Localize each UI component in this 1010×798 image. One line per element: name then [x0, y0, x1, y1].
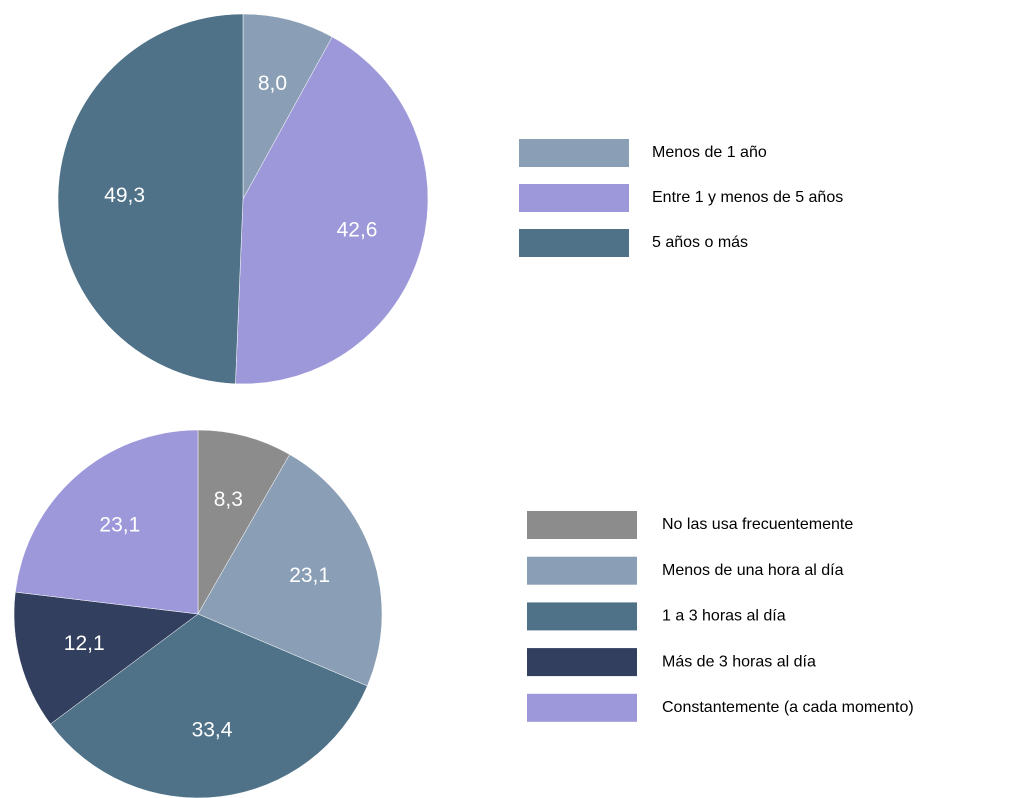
pie-slice	[197, 454, 383, 687]
pie-slice	[50, 613, 368, 798]
legend-label: No las usa frecuentemente	[662, 516, 853, 533]
pie-slice	[15, 429, 199, 615]
pie-slice	[242, 13, 333, 200]
pie-slice	[235, 36, 429, 385]
data-label: 8,0	[258, 72, 287, 95]
legend-swatch	[527, 602, 637, 631]
legend-label: Más de 3 horas al día	[662, 653, 816, 670]
legend-label: Constantemente (a cada momento)	[662, 699, 914, 716]
data-label: 12,1	[64, 632, 105, 655]
legend-swatch	[527, 693, 637, 722]
legend-swatch	[527, 511, 637, 539]
data-label: 23,1	[99, 513, 140, 536]
pie-slice	[197, 429, 291, 615]
data-label: 8,3	[214, 488, 243, 511]
legend-label: 5 años o más	[652, 234, 748, 251]
legend-swatch	[519, 229, 629, 257]
legend-label: 1 a 3 horas al día	[662, 608, 786, 625]
data-label: 33,4	[192, 718, 233, 741]
legend-label: Menos de 1 año	[652, 144, 767, 161]
legend-label: Menos de una hora al día	[662, 562, 844, 579]
data-label: 23,1	[289, 564, 330, 587]
pie-slice	[13, 591, 199, 725]
data-label: 42,6	[337, 218, 378, 241]
legend-label: Entre 1 y menos de 5 años	[652, 189, 843, 206]
legend-swatch	[527, 556, 637, 585]
legend-swatch	[519, 139, 629, 167]
data-label: 49,3	[104, 184, 145, 207]
legend-swatch	[527, 648, 637, 677]
pie-slice	[57, 13, 244, 385]
legend-swatch	[519, 184, 629, 212]
